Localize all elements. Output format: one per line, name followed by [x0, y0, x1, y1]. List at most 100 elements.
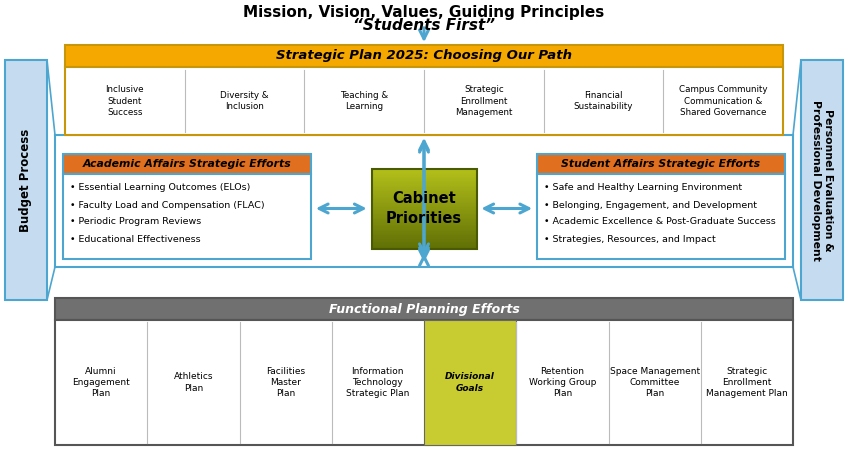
Bar [371, 246, 477, 248]
Bar [371, 226, 477, 228]
Text: Financial
Sustainability: Financial Sustainability [574, 91, 633, 111]
Bar [63, 154, 311, 174]
Text: • Academic Excellence & Post-Graduate Success: • Academic Excellence & Post-Graduate Su… [544, 217, 776, 227]
Text: • Strategies, Resources, and Impact: • Strategies, Resources, and Impact [544, 234, 716, 243]
Bar [371, 172, 477, 174]
Text: Budget Process: Budget Process [20, 128, 32, 232]
Bar [371, 210, 477, 212]
Bar [371, 206, 477, 208]
Bar [371, 245, 477, 247]
Text: • Belonging, Engagement, and Development: • Belonging, Engagement, and Development [544, 201, 757, 209]
Text: Retention
Working Group
Plan: Retention Working Group Plan [528, 367, 596, 398]
Bar [371, 173, 477, 175]
Text: Space Management
Committee
Plan: Space Management Committee Plan [610, 367, 700, 398]
Text: • Essential Learning Outcomes (ELOs): • Essential Learning Outcomes (ELOs) [70, 183, 250, 192]
Bar [55, 320, 793, 445]
Text: Divisional
Goals: Divisional Goals [445, 373, 495, 393]
Bar [55, 298, 793, 320]
Text: Strategic
Enrollment
Management: Strategic Enrollment Management [455, 86, 512, 116]
Bar [371, 223, 477, 226]
Bar [371, 183, 477, 186]
Bar [371, 189, 477, 191]
Text: Mission, Vision, Values, Guiding Principles: Mission, Vision, Values, Guiding Princip… [243, 5, 605, 20]
Bar [371, 194, 477, 197]
Bar [371, 234, 477, 237]
Text: Functional Planning Efforts: Functional Planning Efforts [328, 303, 520, 315]
Bar [371, 243, 477, 246]
Bar [424, 320, 516, 445]
Bar [371, 181, 477, 183]
Bar [371, 199, 477, 202]
Bar [371, 174, 477, 177]
Bar [371, 201, 477, 203]
Text: Inclusive
Student
Success: Inclusive Student Success [106, 86, 144, 116]
Bar [371, 230, 477, 233]
Bar [371, 207, 477, 210]
Text: Strategic
Enrollment
Management Plan: Strategic Enrollment Management Plan [706, 367, 788, 398]
Bar [371, 185, 477, 187]
Text: Diversity &
Inclusion: Diversity & Inclusion [220, 91, 269, 111]
Text: Facilities
Master
Plan: Facilities Master Plan [266, 367, 305, 398]
Text: Alumni
Engagement
Plan: Alumni Engagement Plan [72, 367, 130, 398]
Bar [537, 174, 785, 259]
Text: • Safe and Healthy Learning Environment: • Safe and Healthy Learning Environment [544, 183, 742, 192]
Bar [63, 174, 311, 259]
Bar [371, 219, 477, 222]
Bar [371, 228, 477, 230]
Bar [371, 233, 477, 235]
Bar [371, 222, 477, 224]
Bar [371, 203, 477, 206]
Text: • Periodic Program Reviews: • Periodic Program Reviews [70, 217, 201, 227]
Text: Personnel Evaluation &
Professional Development: Personnel Evaluation & Professional Deve… [811, 100, 834, 260]
Bar [371, 221, 477, 223]
Bar [371, 176, 477, 178]
Text: Athletics
Plan: Athletics Plan [174, 373, 213, 393]
Bar [371, 197, 477, 199]
Bar [371, 180, 477, 182]
Bar [371, 193, 477, 195]
Bar [5, 60, 47, 300]
Bar [371, 186, 477, 188]
Bar [371, 182, 477, 184]
Bar [371, 170, 477, 172]
Bar [371, 238, 477, 241]
Bar [371, 196, 477, 198]
Bar [371, 169, 477, 171]
Text: Strategic Plan 2025: Choosing Our Path: Strategic Plan 2025: Choosing Our Path [276, 50, 572, 62]
Bar [371, 177, 477, 179]
Bar [537, 154, 785, 174]
Bar [371, 225, 477, 227]
Text: Academic Affairs Strategic Efforts: Academic Affairs Strategic Efforts [82, 159, 292, 169]
Text: Campus Community
Communication &
Shared Governance: Campus Community Communication & Shared … [679, 86, 767, 116]
Bar [371, 168, 477, 248]
Bar [65, 67, 783, 135]
Bar [371, 237, 477, 239]
Bar [801, 60, 843, 300]
Bar [65, 45, 783, 67]
Bar [371, 190, 477, 192]
Bar [371, 205, 477, 207]
Bar [371, 167, 477, 170]
Text: “Students First”: “Students First” [353, 18, 495, 33]
Bar [371, 213, 477, 215]
Bar [371, 178, 477, 181]
Text: • Educational Effectiveness: • Educational Effectiveness [70, 234, 201, 243]
Bar [371, 214, 477, 217]
Bar [371, 239, 477, 242]
Bar [371, 229, 477, 231]
Bar [371, 241, 477, 243]
Bar [371, 212, 477, 214]
Bar [371, 216, 477, 218]
Text: Cabinet
Priorities: Cabinet Priorities [386, 191, 462, 226]
Bar [371, 218, 477, 221]
Bar [371, 236, 477, 238]
Bar [371, 202, 477, 204]
Bar [371, 187, 477, 190]
Bar [371, 209, 477, 211]
Bar [371, 242, 477, 244]
Text: Teaching &
Learning: Teaching & Learning [340, 91, 388, 111]
Text: Student Affairs Strategic Efforts: Student Affairs Strategic Efforts [561, 159, 761, 169]
Bar [371, 198, 477, 201]
Bar [371, 232, 477, 234]
Bar [371, 217, 477, 219]
